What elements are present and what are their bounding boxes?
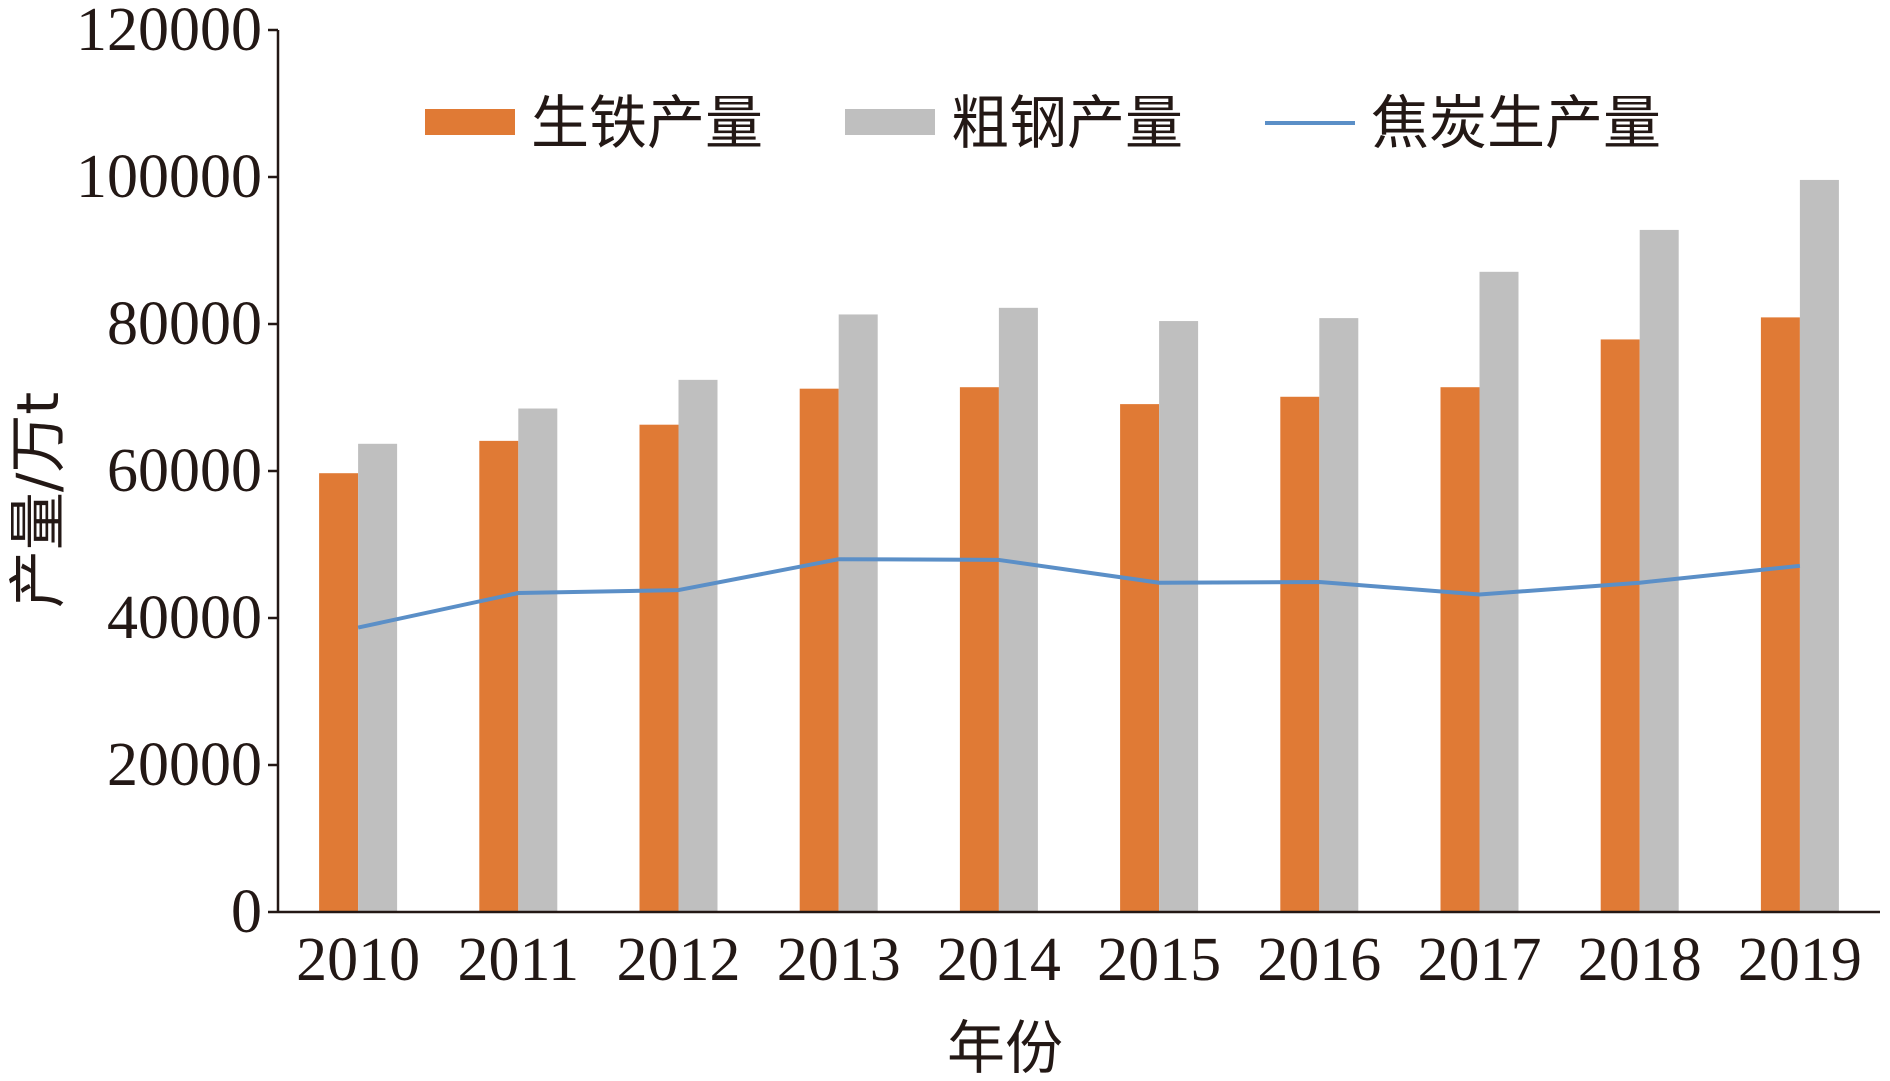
bar-粗钢产量-2019 — [1799, 179, 1839, 912]
y-tick-label-20000: 20000 — [107, 731, 262, 799]
y-tick-label-120000: 120000 — [76, 0, 262, 64]
bar-生铁产量-2012 — [639, 424, 679, 912]
bar-粗钢产量-2016 — [1319, 318, 1359, 912]
y-tick-label-0: 0 — [231, 878, 262, 946]
y-tick-label-40000: 40000 — [107, 584, 262, 652]
x-tick-label-2013: 2013 — [777, 926, 901, 994]
x-axis-title: 年份 — [947, 1014, 1063, 1081]
legend-label-焦炭生产量: 焦炭生产量 — [1371, 89, 1661, 157]
legend-swatch-生铁产量 — [425, 109, 515, 135]
bar-生铁产量-2013 — [799, 388, 839, 912]
plot-layer — [319, 179, 1839, 913]
x-tick-label-2015: 2015 — [1097, 926, 1221, 994]
y-tick-label-100000: 100000 — [76, 143, 262, 211]
legend-swatch-粗钢产量 — [845, 109, 935, 135]
y-tick-label-80000: 80000 — [107, 290, 262, 358]
legend-label-生铁产量: 生铁产量 — [531, 89, 763, 157]
bar-粗钢产量-2015 — [1159, 321, 1199, 912]
line-layer — [357, 557, 1801, 630]
line-焦炭生产量 — [357, 557, 1801, 630]
y-axis-title: 产量/万t — [4, 392, 72, 608]
x-tick-label-2016: 2016 — [1257, 926, 1381, 994]
legend: 生铁产量 粗钢产量 焦炭生产量 — [425, 89, 1661, 157]
x-tick-label-2017: 2017 — [1418, 926, 1542, 994]
bar-生铁产量-2017 — [1440, 387, 1480, 913]
bar-生铁产量-2010 — [319, 473, 359, 912]
bar-粗钢产量-2010 — [358, 443, 398, 912]
bar-生铁产量-2016 — [1280, 396, 1320, 912]
x-tick-label-2010: 2010 — [296, 926, 420, 994]
legend-label-粗钢产量: 粗钢产量 — [951, 89, 1183, 157]
bar-生铁产量-2018 — [1600, 339, 1640, 912]
bar-生铁产量-2019 — [1760, 317, 1800, 912]
x-tick-label-2018: 2018 — [1578, 926, 1702, 994]
x-tick-label-2019: 2019 — [1738, 926, 1862, 994]
bar-生铁产量-2014 — [959, 387, 999, 913]
bar-粗钢产量-2011 — [518, 408, 558, 912]
bar-粗钢产量-2018 — [1639, 229, 1679, 913]
y-tick-label-60000: 60000 — [107, 437, 262, 505]
x-tick-label-2012: 2012 — [617, 926, 741, 994]
bar-生铁产量-2011 — [479, 440, 519, 912]
bar-粗钢产量-2013 — [838, 314, 878, 912]
bar-生铁产量-2015 — [1120, 404, 1160, 912]
bar-粗钢产量-2012 — [678, 379, 718, 912]
bar-粗钢产量-2014 — [998, 307, 1038, 913]
x-tick-label-2011: 2011 — [457, 926, 579, 994]
axis-layer: 0 20000 40000 60000 80000 100000 120000 2010 201… — [76, 0, 1880, 994]
x-tick-label-2014: 2014 — [937, 926, 1061, 994]
